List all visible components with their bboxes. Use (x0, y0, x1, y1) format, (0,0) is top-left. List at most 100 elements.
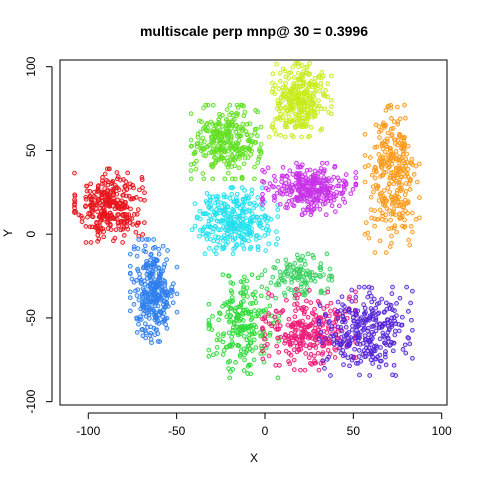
data-point-cluster-10 (323, 340, 329, 346)
data-point-cluster-10 (325, 347, 331, 353)
data-point-cluster-11 (365, 348, 371, 354)
data-point-cluster-7 (362, 232, 368, 237)
data-point-cluster-4 (224, 117, 229, 122)
data-point-cluster-7 (403, 188, 409, 194)
data-point-cluster-2 (153, 257, 159, 262)
data-point-cluster-11 (371, 331, 376, 337)
data-point-cluster-5 (329, 104, 334, 109)
data-point-cluster-6 (323, 212, 329, 218)
data-point-cluster-8 (240, 318, 246, 323)
data-point-cluster-1 (101, 229, 107, 234)
data-point-cluster-2 (162, 261, 167, 267)
data-point-cluster-1 (133, 195, 139, 200)
data-point-cluster-4 (200, 171, 206, 176)
data-point-cluster-11 (367, 373, 373, 378)
data-point-cluster-5 (308, 125, 314, 130)
data-point-cluster-2 (147, 273, 152, 278)
data-point-cluster-9 (317, 273, 322, 278)
data-point-cluster-8 (217, 337, 222, 342)
data-point-cluster-7 (406, 237, 411, 243)
data-point-cluster-7 (402, 224, 408, 229)
data-point-cluster-11 (375, 311, 381, 317)
data-point-cluster-8 (247, 332, 252, 338)
data-point-cluster-6 (280, 165, 286, 170)
data-point-cluster-3 (211, 248, 217, 253)
data-point-cluster-6 (312, 196, 318, 202)
data-point-cluster-3 (211, 238, 216, 244)
data-point-cluster-5 (325, 81, 331, 87)
data-point-cluster-7 (371, 189, 376, 195)
data-point-cluster-7 (382, 124, 387, 130)
data-point-cluster-6 (271, 184, 276, 190)
data-point-cluster-4 (256, 148, 262, 154)
data-point-cluster-8 (253, 345, 259, 350)
data-point-cluster-2 (144, 237, 149, 242)
data-point-cluster-10 (283, 348, 289, 354)
data-point-cluster-2 (163, 293, 169, 299)
data-point-cluster-3 (247, 201, 253, 206)
data-point-cluster-11 (371, 310, 377, 316)
data-point-cluster-9 (327, 266, 333, 272)
data-point-cluster-3 (262, 233, 268, 238)
data-point-cluster-7 (401, 139, 407, 144)
data-point-cluster-10 (328, 300, 334, 306)
data-point-cluster-8 (241, 327, 246, 333)
data-point-cluster-8 (221, 331, 227, 337)
data-point-cluster-1 (99, 217, 104, 223)
data-point-cluster-9 (311, 255, 316, 261)
data-point-cluster-1 (109, 212, 114, 218)
data-point-cluster-11 (386, 336, 391, 342)
data-point-cluster-6 (353, 181, 359, 187)
data-point-cluster-10 (297, 338, 302, 344)
data-point-cluster-3 (227, 195, 233, 201)
data-point-cluster-6 (319, 160, 325, 166)
data-point-cluster-5 (296, 90, 302, 95)
data-point-cluster-10 (275, 327, 281, 332)
data-point-cluster-11 (341, 362, 346, 367)
data-point-cluster-11 (328, 334, 334, 339)
data-point-cluster-5 (277, 103, 282, 108)
data-point-cluster-3 (203, 233, 209, 238)
data-point-cluster-3 (207, 246, 212, 251)
data-point-cluster-3 (268, 216, 274, 222)
data-point-cluster-1 (83, 196, 89, 202)
data-point-cluster-7 (402, 102, 407, 108)
data-point-cluster-11 (360, 340, 366, 346)
data-point-cluster-6 (309, 207, 315, 213)
data-point-cluster-5 (272, 82, 278, 88)
data-point-cluster-8 (228, 288, 234, 293)
data-point-cluster-8 (228, 305, 233, 311)
data-point-cluster-4 (201, 105, 206, 111)
data-point-cluster-3 (229, 191, 235, 197)
data-point-cluster-11 (362, 354, 367, 360)
data-point-cluster-1 (90, 207, 96, 213)
data-point-cluster-7 (395, 104, 400, 110)
data-point-cluster-11 (377, 352, 383, 358)
data-point-cluster-11 (373, 315, 379, 321)
data-point-cluster-4 (258, 141, 264, 147)
data-point-cluster-2 (136, 297, 142, 303)
data-point-cluster-7 (377, 238, 383, 244)
data-point-cluster-1 (95, 232, 101, 238)
data-point-cluster-3 (227, 214, 233, 220)
data-point-cluster-10 (292, 293, 298, 298)
data-point-cluster-6 (262, 169, 267, 175)
data-point-cluster-4 (193, 166, 199, 172)
data-point-cluster-6 (289, 189, 295, 195)
data-point-cluster-4 (240, 121, 246, 127)
data-point-cluster-5 (291, 117, 297, 122)
data-point-cluster-6 (260, 202, 265, 207)
data-point-cluster-6 (333, 209, 338, 214)
data-point-cluster-8 (255, 275, 261, 281)
data-point-cluster-10 (332, 355, 338, 360)
data-point-cluster-1 (125, 170, 131, 176)
data-point-cluster-3 (218, 200, 224, 206)
data-point-cluster-10 (266, 353, 272, 359)
data-point-cluster-7 (396, 203, 402, 209)
data-point-cluster-1 (124, 224, 129, 229)
data-point-cluster-1 (116, 212, 122, 217)
data-point-cluster-11 (316, 336, 322, 342)
data-point-cluster-7 (376, 124, 382, 129)
data-point-cluster-4 (254, 126, 259, 132)
data-point-cluster-2 (139, 327, 145, 332)
